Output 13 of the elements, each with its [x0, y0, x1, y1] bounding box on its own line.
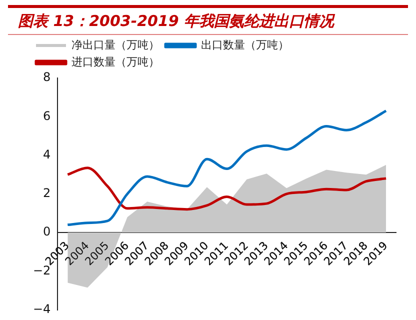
legend-label: 出口数量（万吨） [201, 38, 289, 52]
y-tick-label: 0 [43, 224, 51, 239]
y-tick-label: 6 [43, 108, 51, 123]
y-tick-label: 8 [43, 70, 51, 84]
legend-label: 进口数量（万吨） [72, 55, 160, 68]
y-tick-label: −4 [32, 302, 51, 316]
chart-title: 图表 13：2003-2019 年我国氨纶进出口情况 [8, 5, 408, 35]
y-tick-label: −2 [32, 263, 51, 278]
line-series [66, 166, 388, 211]
y-tick-label: 4 [43, 147, 51, 162]
line-series [66, 110, 388, 226]
legend-label: 净出口量（万吨） [72, 38, 160, 52]
y-tick-label: 2 [43, 186, 51, 200]
